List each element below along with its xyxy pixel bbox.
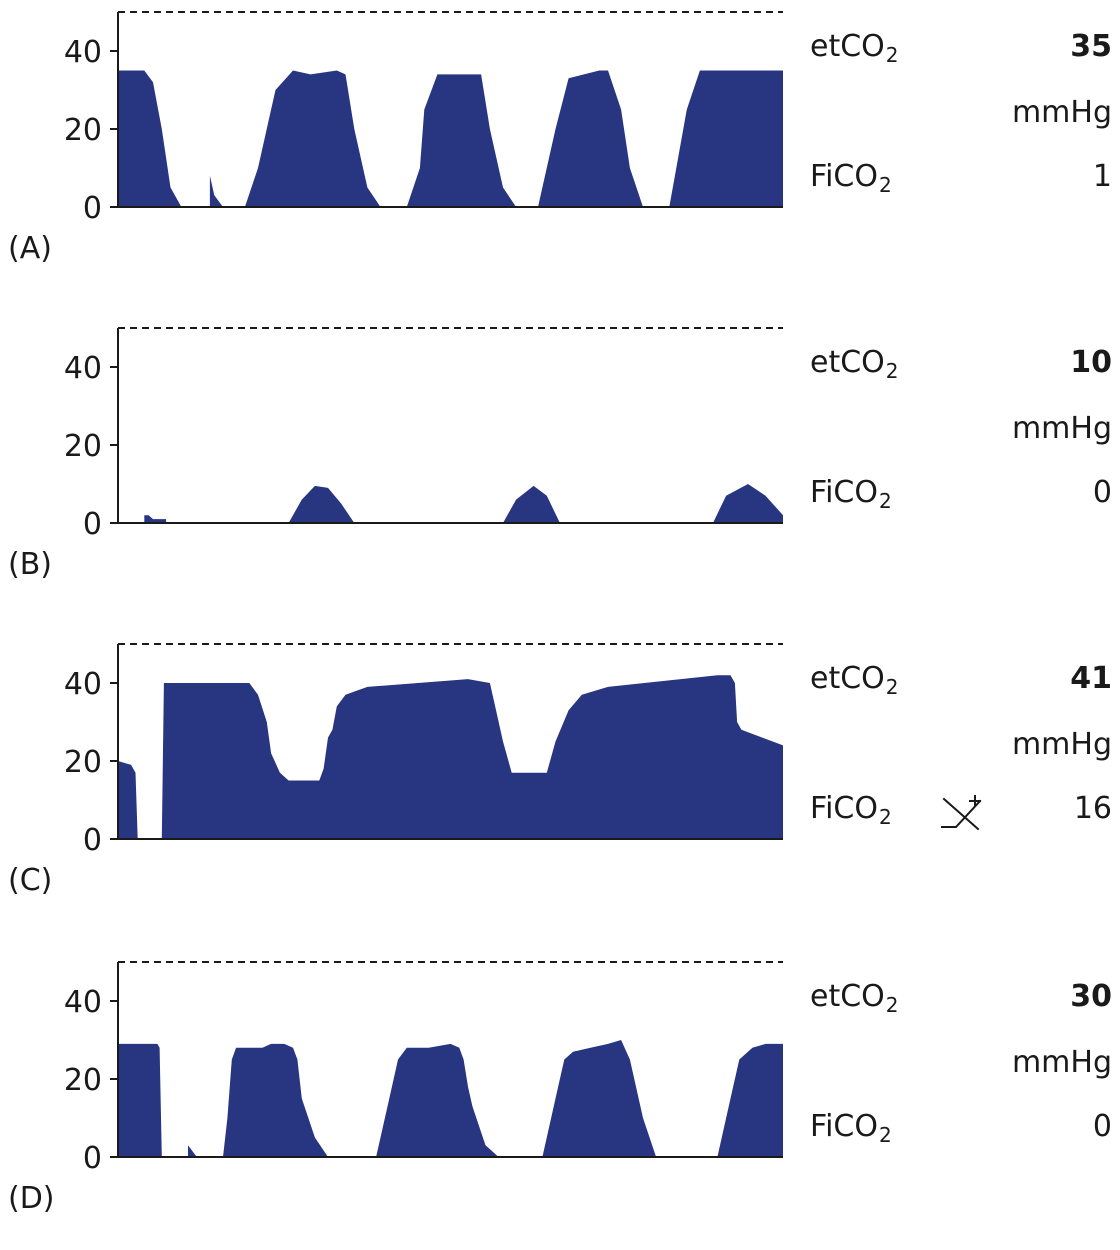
fico2-value: 1 — [1092, 159, 1112, 194]
waveform-area — [538, 70, 643, 207]
waveform-plot: 0 20 40 — [64, 643, 982, 858]
y-tick-label: 40 — [64, 351, 102, 386]
fico2-label-subscript: 2 — [878, 173, 892, 197]
fico2-label-subscript: 2 — [878, 805, 892, 829]
fico2-label-subscript: 2 — [878, 489, 892, 513]
etco2-label-text: etCO — [810, 29, 885, 64]
y-tick-label: 0 — [83, 507, 102, 542]
etco2-label-subscript: 2 — [885, 993, 899, 1017]
waveform-plot: 0 20 40 — [64, 961, 783, 1176]
waveform-plot: 0 20 40 — [64, 11, 783, 226]
panel-label: (B) — [8, 547, 52, 582]
fico2-value: 0 — [1092, 475, 1112, 510]
fico2-label-subscript: 2 — [878, 1123, 892, 1147]
unit-label: mmHg — [1011, 411, 1112, 446]
chart-panel: 0 20 40 (D) etCO2 30 mmHg FiCO2 0 — [0, 950, 1120, 1250]
waveform-area — [223, 1043, 328, 1157]
etco2-value: 10 — [1070, 345, 1112, 380]
fico2-label: FiCO2 — [810, 159, 892, 197]
etco2-label-subscript: 2 — [885, 675, 899, 699]
chart-panel: 0 20 40 (B) etCO2 10 mmHg FiCO2 0 — [0, 316, 1120, 616]
unit-label: mmHg — [1011, 727, 1112, 762]
etco2-value: 35 — [1070, 29, 1112, 64]
waveform-area — [669, 70, 783, 207]
fico2-label: FiCO2 — [810, 791, 892, 829]
etco2-label-text: etCO — [810, 345, 885, 380]
etco2-label: etCO2 — [810, 29, 899, 67]
fico2-value: 0 — [1092, 1109, 1112, 1144]
fico2-label: FiCO2 — [810, 1109, 892, 1147]
scavenging-icon — [941, 795, 982, 831]
y-tick-label: 0 — [83, 1141, 102, 1176]
waveform-area — [244, 70, 381, 207]
fico2-label-text: FiCO — [810, 1109, 878, 1144]
waveform-area — [118, 1043, 162, 1157]
waveform-area — [118, 761, 138, 839]
etco2-label-subscript: 2 — [885, 359, 899, 383]
waveform-area — [209, 175, 223, 207]
panel-label: (D) — [8, 1181, 55, 1216]
y-tick-label: 20 — [64, 429, 102, 464]
waveform-area — [118, 70, 182, 207]
waveform-plot: 0 20 40 — [64, 327, 783, 542]
etco2-value: 30 — [1070, 979, 1112, 1014]
etco2-label-text: etCO — [810, 979, 885, 1014]
waveform-area — [406, 74, 517, 208]
waveform-area — [542, 1040, 657, 1157]
waveform-area — [161, 675, 784, 839]
fico2-label-text: FiCO — [810, 791, 878, 826]
waveform-area — [288, 485, 355, 523]
y-tick-label: 20 — [64, 1063, 102, 1098]
etco2-label-text: etCO — [810, 661, 885, 696]
y-tick-label: 0 — [83, 191, 102, 226]
waveform-area — [503, 485, 560, 523]
y-tick-label: 40 — [64, 985, 102, 1020]
etco2-label: etCO2 — [810, 979, 899, 1017]
chart-panel: 0 20 40 (A) etCO2 35 mmHg FiCO2 1 — [0, 0, 1120, 300]
etco2-label-subscript: 2 — [885, 43, 899, 67]
y-tick-label: 20 — [64, 745, 102, 780]
fico2-label: FiCO2 — [810, 475, 892, 513]
y-tick-label: 0 — [83, 823, 102, 858]
waveform-area — [717, 1043, 783, 1157]
y-tick-label: 40 — [64, 667, 102, 702]
panel-label: (A) — [8, 231, 52, 266]
panel-label: (C) — [8, 863, 53, 898]
unit-label: mmHg — [1011, 1045, 1112, 1080]
etco2-value: 41 — [1070, 661, 1112, 696]
y-tick-label: 40 — [64, 35, 102, 70]
waveform-area — [713, 484, 783, 523]
waveform-area — [376, 1043, 499, 1157]
fico2-label-text: FiCO — [810, 475, 878, 510]
waveform-area — [144, 515, 167, 523]
unit-label: mmHg — [1011, 95, 1112, 130]
etco2-label: etCO2 — [810, 661, 899, 699]
etco2-label: etCO2 — [810, 345, 899, 383]
y-tick-label: 20 — [64, 113, 102, 148]
chart-panel: 0 20 40 (C) etCO2 41 mmHg FiCO2 16 — [0, 632, 1120, 932]
fico2-label-text: FiCO — [810, 159, 878, 194]
waveform-area — [188, 1145, 197, 1157]
fico2-value: 16 — [1073, 791, 1112, 826]
